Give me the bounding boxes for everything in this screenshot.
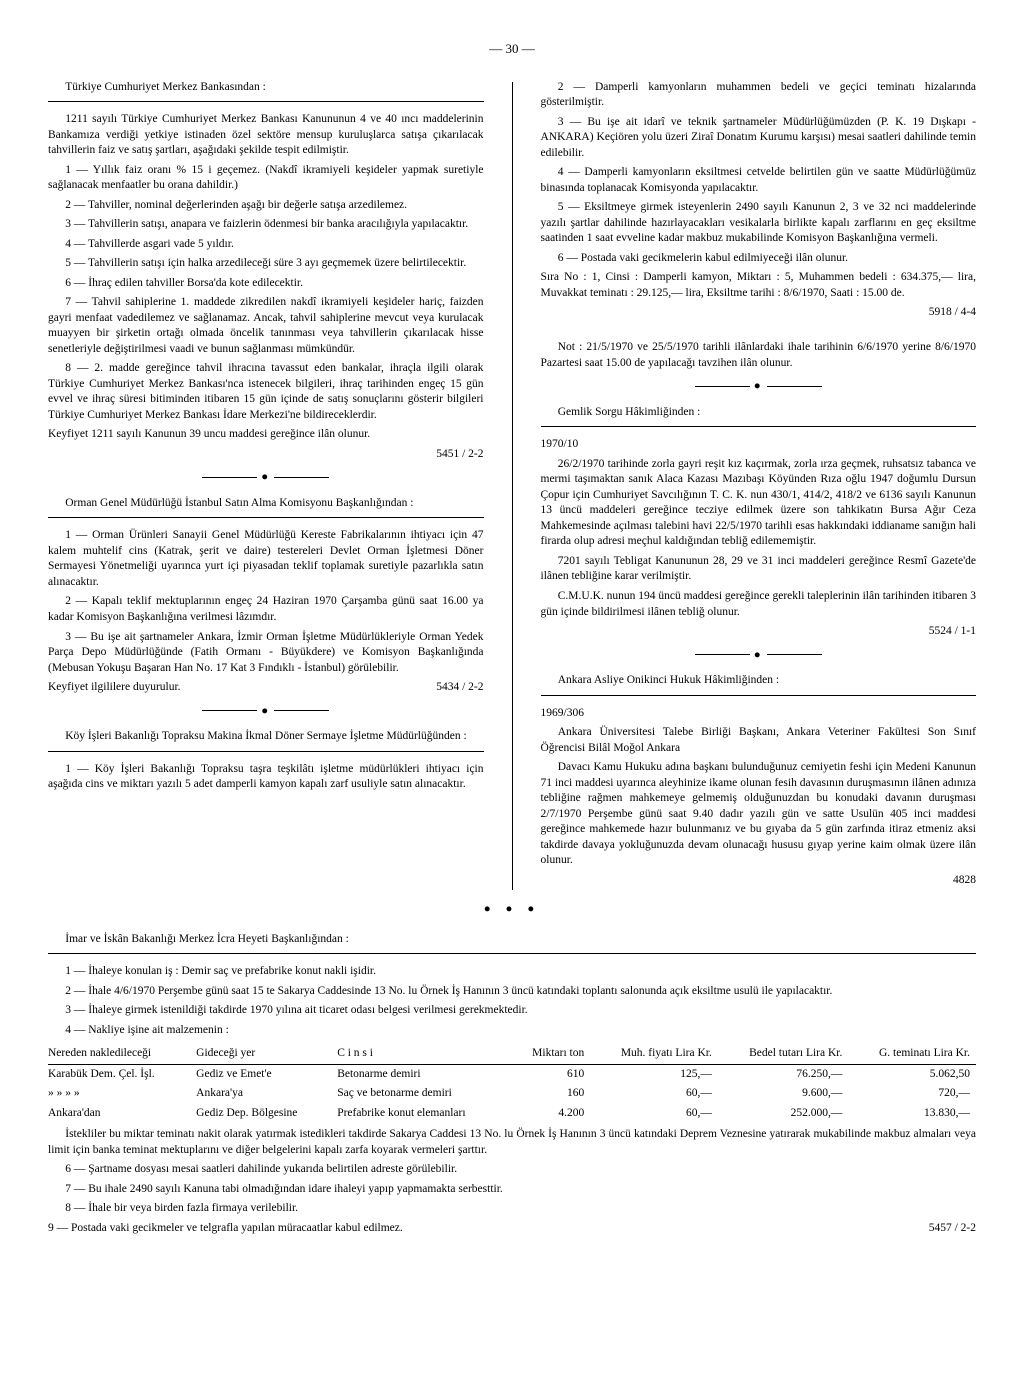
- block3c-p: 2 — Damperli kamyonların muhammen bedeli…: [541, 80, 977, 111]
- block1-tail-text: Keyfiyet 1211 sayılı Kanunun 39 uncu mad…: [48, 427, 484, 443]
- table-cell: 76.250,—: [718, 1064, 849, 1084]
- block1-tail: Keyfiyet 1211 sayılı Kanunun 39 uncu mad…: [48, 427, 484, 443]
- bottom-pre: 1 — İhaleye konulan iş : Demir saç ve pr…: [48, 964, 976, 980]
- block2-tail-text: Keyfiyet ilgililere duyurulur.: [48, 680, 181, 696]
- table-cell: Prefabrike konut elemanları: [337, 1104, 514, 1124]
- block3c-p: 6 — Postada vaki gecikmelerin kabul edil…: [541, 251, 977, 267]
- block2-p: 2 — Kapalı teklif mektuplarının engeç 24…: [48, 594, 484, 625]
- column-left: Türkiye Cumhuriyet Merkez Bankasından : …: [48, 80, 484, 893]
- block2-p: 1 — Orman Ürünleri Sanayii Genel Müdürlü…: [48, 528, 484, 590]
- separator: ●: [541, 379, 977, 395]
- page-number: — 30 —: [48, 40, 976, 58]
- block3c-tail-text: Sıra No : 1, Cinsi : Damperli kamyon, Mi…: [541, 270, 977, 301]
- section-dots: ● ● ●: [48, 902, 976, 918]
- table-cell: Karabük Dem. Çel. İşl.: [48, 1064, 196, 1084]
- block1-p: 4 — Tahvillerde asgari vade 5 yıldır.: [48, 237, 484, 253]
- bottom-post: 8 — İhale bir veya birden fazla firmaya …: [48, 1201, 976, 1217]
- bottom-tail-text: 9 — Postada vaki gecikmeler ve telgrafla…: [48, 1221, 403, 1237]
- block1-p: 5 — Tahvillerin satışı için halka arzedi…: [48, 256, 484, 272]
- bottom-post: İstekliler bu miktar teminatı nakit olar…: [48, 1127, 976, 1158]
- block5-heading: Ankara Asliye Onikinci Hukuk Hâkimliğind…: [541, 673, 977, 689]
- table-cell: » » » »: [48, 1084, 196, 1104]
- bottom-pre: 4 — Nakliye işine ait malzemenin :: [48, 1023, 976, 1039]
- table-cell: 4.200: [514, 1104, 590, 1124]
- bottom-ref: 5457 / 2-2: [929, 1221, 976, 1237]
- block5-ref: 4828: [541, 873, 977, 889]
- block2-ref: 5434 / 2-2: [436, 680, 483, 696]
- bottom-pre: 2 — İhale 4/6/1970 Perşembe günü saat 15…: [48, 984, 976, 1000]
- th-to: Gideceği yer: [196, 1044, 337, 1064]
- block1-p: 6 — İhraç edilen tahviller Borsa'da kote…: [48, 276, 484, 292]
- table-cell: Ankara'ya: [196, 1084, 337, 1104]
- table-cell: 9.600,—: [718, 1084, 849, 1104]
- block3-p: 1 — Köy İşleri Bakanlığı Topraksu taşra …: [48, 762, 484, 793]
- separator: ●: [48, 704, 484, 720]
- block2-p: 3 — Bu işe ait şartnameler Ankara, İzmir…: [48, 630, 484, 677]
- block3c-ref: 5918 / 4-4: [541, 305, 977, 321]
- separator: ●: [541, 648, 977, 664]
- bottom-heading: İmar ve İskân Bakanlığı Merkez İcra Heye…: [48, 932, 976, 948]
- block4-p: 26/2/1970 tarihinde zorla gayri reşit kı…: [541, 457, 977, 550]
- block1-ref: 5451 / 2-2: [48, 447, 484, 463]
- block1-p: 1 — Yıllık faiz oranı % 15 i geçemez. (N…: [48, 163, 484, 194]
- block4-heading: Gemlik Sorgu Hâkimliğinden :: [541, 405, 977, 421]
- block2-tail: Keyfiyet ilgililere duyurulur. 5434 / 2-…: [48, 680, 484, 696]
- th-unit: Muh. fiyatı Lira Kr.: [590, 1044, 718, 1064]
- block3c-tail: Sıra No : 1, Cinsi : Damperli kamyon, Mi…: [541, 270, 977, 301]
- block1-p: 2 — Tahviller, nominal değerlerinden aşa…: [48, 198, 484, 214]
- table-cell: 60,—: [590, 1104, 718, 1124]
- table-cell: 610: [514, 1064, 590, 1084]
- th-total: Bedel tutarı Lira Kr.: [718, 1044, 849, 1064]
- block4-p: 7201 sayılı Tebligat Kanununun 28, 29 ve…: [541, 554, 977, 585]
- bottom-post: 6 — Şartname dosyası mesai saatleri dahi…: [48, 1162, 976, 1178]
- block4-p: C.M.U.K. nunun 194 üncü maddesi gereğinc…: [541, 589, 977, 620]
- th-qty: Miktarı ton: [514, 1044, 590, 1064]
- block5-p: Davacı Kamu Hukuku adına başkanı bulundu…: [541, 760, 977, 869]
- table-cell: 5.062,50: [848, 1064, 976, 1084]
- bottom-pre: 3 — İhaleye girmek istenildiği takdirde …: [48, 1003, 976, 1019]
- block1-p: 8 — 2. madde gereğince tahvil ihracına t…: [48, 361, 484, 423]
- table-cell: 720,—: [848, 1084, 976, 1104]
- block4-ref: 5524 / 1-1: [541, 624, 977, 640]
- block1-p: 7 — Tahvil sahiplerine 1. maddede zikred…: [48, 295, 484, 357]
- block1-p: 1211 sayılı Türkiye Cumhuriyet Merkez Ba…: [48, 112, 484, 159]
- table-cell: Betonarme demiri: [337, 1064, 514, 1084]
- table-cell: 252.000,—: [718, 1104, 849, 1124]
- th-kind: C i n s i: [337, 1044, 514, 1064]
- block1-heading: Türkiye Cumhuriyet Merkez Bankasından :: [48, 80, 484, 96]
- block1-p: 3 — Tahvillerin satışı, anapara ve faizl…: [48, 217, 484, 233]
- bottom-block: İmar ve İskân Bakanlığı Merkez İcra Heye…: [48, 932, 976, 1237]
- block3c-p: 3 — Bu işe ait idarî ve teknik şartnamel…: [541, 115, 977, 162]
- block3-heading: Köy İşleri Bakanlığı Topraksu Makina İkm…: [48, 729, 484, 745]
- block3c-note: Not : 21/5/1970 ve 25/5/1970 tarihli ilâ…: [541, 340, 977, 371]
- two-column-body: Türkiye Cumhuriyet Merkez Bankasından : …: [48, 80, 976, 893]
- block5-caseno: 1969/306: [541, 706, 977, 722]
- block5-p: Ankara Üniversitesi Talebe Birliği Başka…: [541, 725, 977, 756]
- table-cell: 60,—: [590, 1084, 718, 1104]
- separator: ●: [48, 470, 484, 486]
- block4-caseno: 1970/10: [541, 437, 977, 453]
- th-guar: G. teminatı Lira Kr.: [848, 1044, 976, 1064]
- transport-table: Nereden nakledileceği Gideceği yer C i n…: [48, 1044, 976, 1123]
- table-cell: Ankara'dan: [48, 1104, 196, 1124]
- table-body: Karabük Dem. Çel. İşl.Gediz ve Emet'eBet…: [48, 1064, 976, 1123]
- block3c-p: 5 — Eksiltmeye girmek isteyenlerin 2490 …: [541, 200, 977, 247]
- table-cell: 125,—: [590, 1064, 718, 1084]
- column-right: 2 — Damperli kamyonların muhammen bedeli…: [541, 80, 977, 893]
- table-cell: Gediz ve Emet'e: [196, 1064, 337, 1084]
- table-cell: 160: [514, 1084, 590, 1104]
- bottom-post: 7 — Bu ihale 2490 sayılı Kanuna tabi olm…: [48, 1182, 976, 1198]
- th-from: Nereden nakledileceği: [48, 1044, 196, 1064]
- bottom-tail: 9 — Postada vaki gecikmeler ve telgrafla…: [48, 1221, 976, 1237]
- table-row: Karabük Dem. Çel. İşl.Gediz ve Emet'eBet…: [48, 1064, 976, 1084]
- table-cell: 13.830,—: [848, 1104, 976, 1124]
- table-cell: Saç ve betonarme demiri: [337, 1084, 514, 1104]
- table-cell: Gediz Dep. Bölgesine: [196, 1104, 337, 1124]
- block2-heading: Orman Genel Müdürlüğü İstanbul Satın Alm…: [48, 496, 484, 512]
- table-row: Ankara'danGediz Dep. BölgesinePrefabrike…: [48, 1104, 976, 1124]
- column-divider: [512, 82, 513, 891]
- block3c-p: 4 — Damperli kamyonların eksiltmesi cetv…: [541, 165, 977, 196]
- table-row: » » » »Ankara'yaSaç ve betonarme demiri1…: [48, 1084, 976, 1104]
